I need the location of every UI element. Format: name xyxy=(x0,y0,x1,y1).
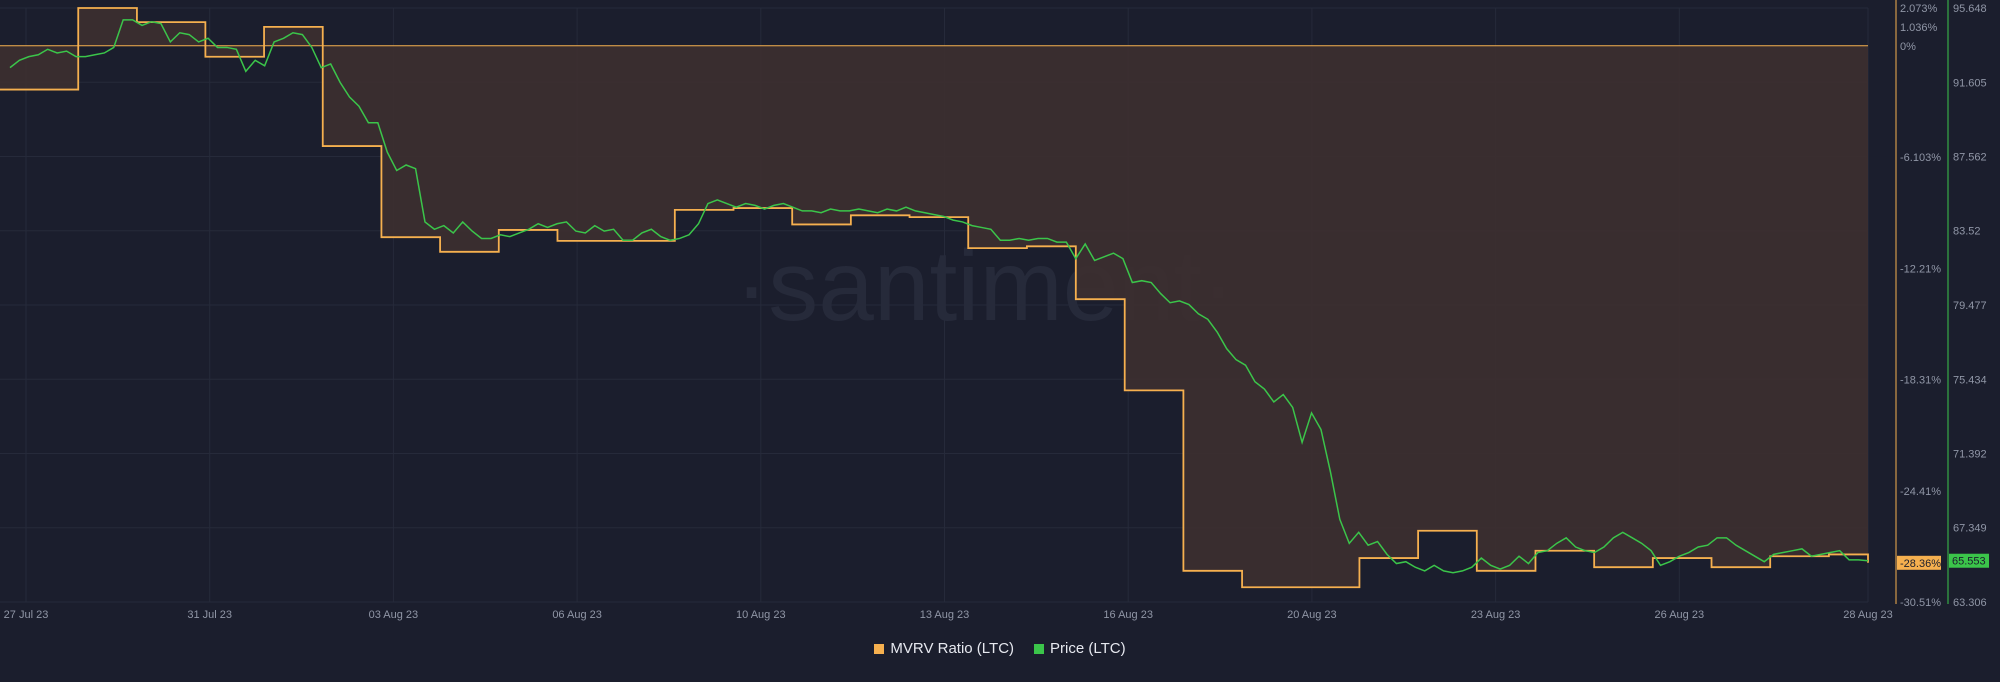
price-series-line xyxy=(9,19,1869,574)
price-tick-label: 83.52 xyxy=(1953,226,1981,238)
mvrv-tick-label: 2.073% xyxy=(1900,3,1938,15)
price-tick-label: 91.605 xyxy=(1953,77,1987,89)
x-tick-label: 20 Aug 23 xyxy=(1287,609,1337,621)
legend-label-price: Price (LTC) xyxy=(1050,640,1126,657)
legend-swatch-price xyxy=(1034,643,1045,654)
x-tick-label: 26 Aug 23 xyxy=(1655,609,1705,621)
x-tick-label: 28 Aug 23 xyxy=(1843,609,1893,621)
mvrv-tick-label: 1.036% xyxy=(1900,22,1938,34)
price-tick-label: 67.349 xyxy=(1953,523,1987,535)
legend-item-price[interactable]: Price (LTC) xyxy=(1034,640,1126,657)
mvrv-current-label: -28.36% xyxy=(1900,558,1941,570)
price-current-badge xyxy=(1949,553,1989,568)
x-tick-label: 06 Aug 23 xyxy=(552,609,602,621)
price-tick-label: 79.477 xyxy=(1953,300,1987,312)
price-current-label: 65.553 xyxy=(1952,556,1986,568)
price-tick-label: 87.562 xyxy=(1953,152,1987,164)
x-tick-label: 13 Aug 23 xyxy=(920,609,970,621)
mvrv-tick-label: 0% xyxy=(1900,41,1916,53)
x-tick-label: 23 Aug 23 xyxy=(1471,609,1521,621)
x-tick-label: 16 Aug 23 xyxy=(1103,609,1153,621)
mvrv-area-fill xyxy=(0,8,1868,588)
price-tick-label: 71.392 xyxy=(1953,448,1987,460)
mvrv-tick-label: -18.31% xyxy=(1900,375,1941,387)
mvrv-tick-label: -6.103% xyxy=(1900,152,1941,164)
mvrv-current-badge xyxy=(1897,555,1941,570)
x-tick-label: 10 Aug 23 xyxy=(736,609,786,621)
x-tick-label: 03 Aug 23 xyxy=(369,609,419,621)
price-tick-label: 95.648 xyxy=(1953,3,1987,15)
x-tick-label: 31 Jul 23 xyxy=(187,609,232,621)
legend-label-mvrv: MVRV Ratio (LTC) xyxy=(890,640,1015,657)
x-tick-label: 27 Jul 23 xyxy=(4,609,49,621)
mvrv-tick-label: -30.51% xyxy=(1900,597,1941,609)
price-tick-label: 75.434 xyxy=(1953,374,1987,386)
legend-swatch-mvrv xyxy=(874,643,885,654)
chart-legend: MVRV Ratio (LTC) Price (LTC) xyxy=(0,640,2000,657)
legend-item-mvrv[interactable]: MVRV Ratio (LTC) xyxy=(874,640,1014,657)
mvrv-tick-label: -12.21% xyxy=(1900,263,1941,275)
price-tick-label: 63.306 xyxy=(1953,597,1987,609)
mvrv-tick-label: -24.41% xyxy=(1900,486,1941,498)
